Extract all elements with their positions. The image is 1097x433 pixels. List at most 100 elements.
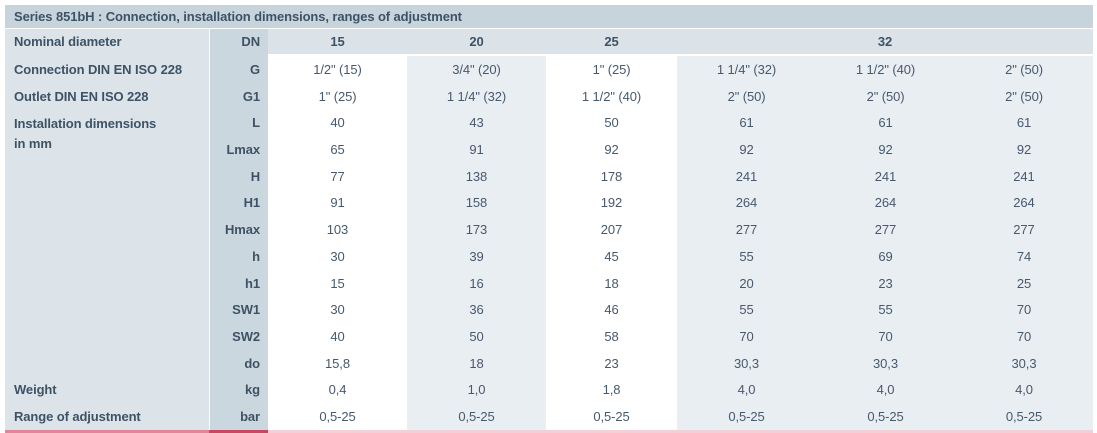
value-cell-l-col2: 43 xyxy=(407,109,546,137)
param-bar: bar xyxy=(209,403,268,430)
param-kg: kg xyxy=(209,376,268,404)
value-cell-sw1-col4: 55 xyxy=(677,296,816,324)
value-cell-l-col5: 61 xyxy=(816,109,955,137)
value-cell-g-col2: 3/4" (20) xyxy=(407,56,546,83)
value-cell-h-col5: 69 xyxy=(816,242,955,270)
param-lmax: Lmax xyxy=(209,136,268,163)
value-cell-bar-col1: 0,5-25 xyxy=(268,403,407,430)
value-cell-g1-col5: 2" (50) xyxy=(816,82,955,110)
value-cell-hmax-col6: 277 xyxy=(955,216,1093,243)
value-cell-g-col3: 1" (25) xyxy=(546,56,677,83)
value-cell-h-col2: 138 xyxy=(407,162,546,190)
value-cell-g1-col1: 1" (25) xyxy=(268,82,407,110)
value-cell-lmax-col2: 91 xyxy=(407,136,546,163)
param-sw2: SW2 xyxy=(209,323,268,350)
value-cell-h1-col4: 20 xyxy=(677,269,816,297)
param-do: do xyxy=(209,349,268,377)
row-label-range-of-adjustment: Range of adjustment xyxy=(5,403,209,430)
value-cell-h1-col4: 264 xyxy=(677,189,816,217)
value-cell-lmax-col1: 65 xyxy=(268,136,407,163)
underline-segment-data xyxy=(268,430,1093,433)
gap-label-col xyxy=(5,54,209,56)
value-cell-sw2-col3: 58 xyxy=(546,323,677,350)
value-cell-do-col2: 18 xyxy=(407,349,546,377)
value-cell-h-col4: 241 xyxy=(677,162,816,190)
value-cell-do-col1: 15,8 xyxy=(268,349,407,377)
value-cell-hmax-col3: 207 xyxy=(546,216,677,243)
value-cell-sw1-col6: 70 xyxy=(955,296,1093,324)
value-cell-h1-col2: 158 xyxy=(407,189,546,217)
value-cell-bar-col4: 0,5-25 xyxy=(677,403,816,430)
value-cell-lmax-col3: 92 xyxy=(546,136,677,163)
underline-segment-label xyxy=(5,430,209,433)
row-label-nominal-diameter: Nominal diameter xyxy=(5,29,209,54)
value-cell-h-col4: 55 xyxy=(677,242,816,270)
value-cell-h-col5: 241 xyxy=(816,162,955,190)
value-cell-sw1-col3: 46 xyxy=(546,296,677,324)
value-cell-h1-col5: 23 xyxy=(816,269,955,297)
value-cell-sw2-col5: 70 xyxy=(816,323,955,350)
row-label-line: Installation dimensions xyxy=(14,116,157,132)
value-cell-g-col1: 1/2" (15) xyxy=(268,56,407,83)
value-cell-sw1-col5: 55 xyxy=(816,296,955,324)
value-cell-sw2-col6: 70 xyxy=(955,323,1093,350)
value-cell-h1-col2: 16 xyxy=(407,269,546,297)
param-h: H xyxy=(209,162,268,190)
value-cell-bar-col5: 0,5-25 xyxy=(816,403,955,430)
param-dn: DN xyxy=(209,29,268,54)
value-cell-sw2-col1: 40 xyxy=(268,323,407,350)
gap-data-area xyxy=(268,54,1093,56)
value-cell-g-col4: 1 1/4" (32) xyxy=(677,56,816,83)
value-cell-kg-col2: 1,0 xyxy=(407,376,546,404)
param-g1: G1 xyxy=(209,82,268,110)
value-cell-do-col6: 30,3 xyxy=(955,349,1093,377)
param-h1: H1 xyxy=(209,189,268,217)
value-cell-do-col5: 30,3 xyxy=(816,349,955,377)
value-cell-h1-col6: 25 xyxy=(955,269,1093,297)
param-h1: h1 xyxy=(209,269,268,297)
column-header-dn-32: 32 xyxy=(677,29,1093,54)
value-cell-h1-col3: 192 xyxy=(546,189,677,217)
table-title: Series 851bH : Connection, installation … xyxy=(5,5,1093,28)
value-cell-kg-col4: 4,0 xyxy=(677,376,816,404)
value-cell-g1-col6: 2" (50) xyxy=(955,82,1093,110)
value-cell-hmax-col4: 277 xyxy=(677,216,816,243)
value-cell-bar-col2: 0,5-25 xyxy=(407,403,546,430)
value-cell-h1-col3: 18 xyxy=(546,269,677,297)
value-cell-hmax-col1: 103 xyxy=(268,216,407,243)
row-label-line: in mm xyxy=(14,136,52,152)
value-cell-g1-col2: 1 1/4" (32) xyxy=(407,82,546,110)
value-cell-l-col4: 61 xyxy=(677,109,816,137)
param-g: G xyxy=(209,56,268,83)
value-cell-kg-col3: 1,8 xyxy=(546,376,677,404)
value-cell-g-col6: 2" (50) xyxy=(955,56,1093,83)
value-cell-h-col3: 178 xyxy=(546,162,677,190)
row-label-connection-din-en-iso-228: Connection DIN EN ISO 228 xyxy=(5,56,209,83)
value-cell-bar-col6: 0,5-25 xyxy=(955,403,1093,430)
table-underline xyxy=(5,430,1093,433)
value-cell-h1-col5: 264 xyxy=(816,189,955,217)
value-cell-sw1-col2: 36 xyxy=(407,296,546,324)
value-cell-g-col5: 1 1/2" (40) xyxy=(816,56,955,83)
value-cell-hmax-col5: 277 xyxy=(816,216,955,243)
value-cell-hmax-col2: 173 xyxy=(407,216,546,243)
value-cell-h-col1: 30 xyxy=(268,242,407,270)
value-cell-h1-col1: 91 xyxy=(268,189,407,217)
row-label-weight: Weight xyxy=(5,376,209,404)
value-cell-sw2-col2: 50 xyxy=(407,323,546,350)
column-header-dn-15: 15 xyxy=(268,29,407,54)
gap-param-col xyxy=(209,54,268,56)
value-cell-do-col3: 23 xyxy=(546,349,677,377)
value-cell-sw1-col1: 30 xyxy=(268,296,407,324)
value-cell-l-col1: 40 xyxy=(268,109,407,137)
value-cell-h-col1: 77 xyxy=(268,162,407,190)
value-cell-h-col2: 39 xyxy=(407,242,546,270)
underline-segment-param xyxy=(209,430,268,433)
value-cell-bar-col3: 0,5-25 xyxy=(546,403,677,430)
value-cell-l-col6: 61 xyxy=(955,109,1093,137)
value-cell-g1-col4: 2" (50) xyxy=(677,82,816,110)
param-sw1: SW1 xyxy=(209,296,268,324)
value-cell-lmax-col6: 92 xyxy=(955,136,1093,163)
row-label-outlet-din-en-iso-228: Outlet DIN EN ISO 228 xyxy=(5,82,209,110)
